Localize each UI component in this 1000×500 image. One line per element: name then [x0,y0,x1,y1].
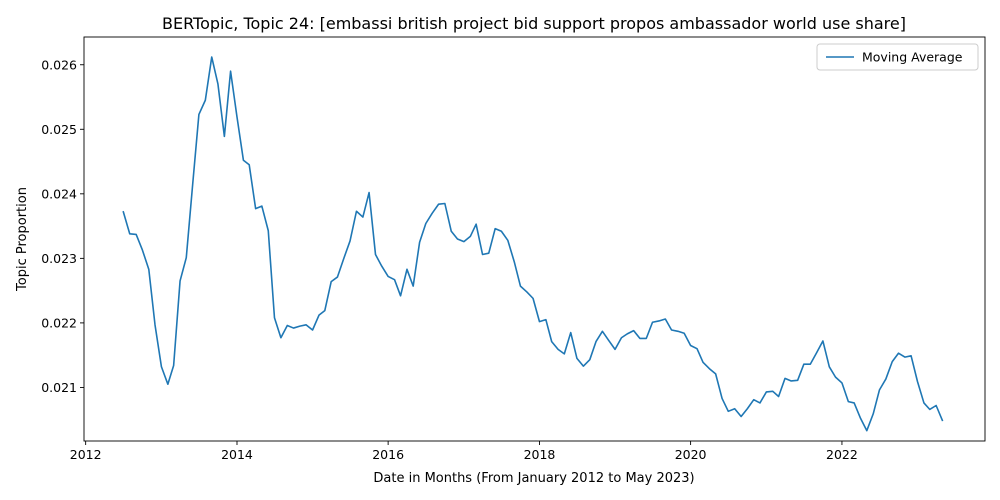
axes-frame [83,36,986,442]
y-tick-label: 0.021 [41,380,77,395]
plot-area [83,36,986,442]
x-tick-label: 2014 [221,447,253,462]
series-line-0 [122,56,944,432]
x-tick-label: 2012 [70,447,102,462]
x-axis-label: Date in Months (From January 2012 to May… [373,471,694,486]
y-tick-label: 0.026 [41,57,77,72]
y-tick-label: 0.022 [41,315,77,330]
legend-box [816,43,979,71]
legend: Moving Average [816,43,979,71]
y-tick-label: 0.024 [41,186,77,201]
y-axis-label: Topic Proportion [15,187,30,292]
x-axis: 2012 2014 2016 2018 2020 2022 [70,441,858,462]
y-axis: 0.021 0.022 0.023 0.024 0.025 0.026 [41,57,84,395]
x-tick-label: 2016 [372,447,404,462]
legend-entry-label: Moving Average [862,50,963,65]
x-tick-label: 2018 [524,447,556,462]
x-tick-label: 2022 [826,447,858,462]
y-tick-label: 0.025 [41,122,77,137]
x-tick-label: 2020 [675,447,707,462]
y-tick-label: 0.023 [41,251,77,266]
chart-title: BERTopic, Topic 24: [embassi british pro… [162,14,906,33]
